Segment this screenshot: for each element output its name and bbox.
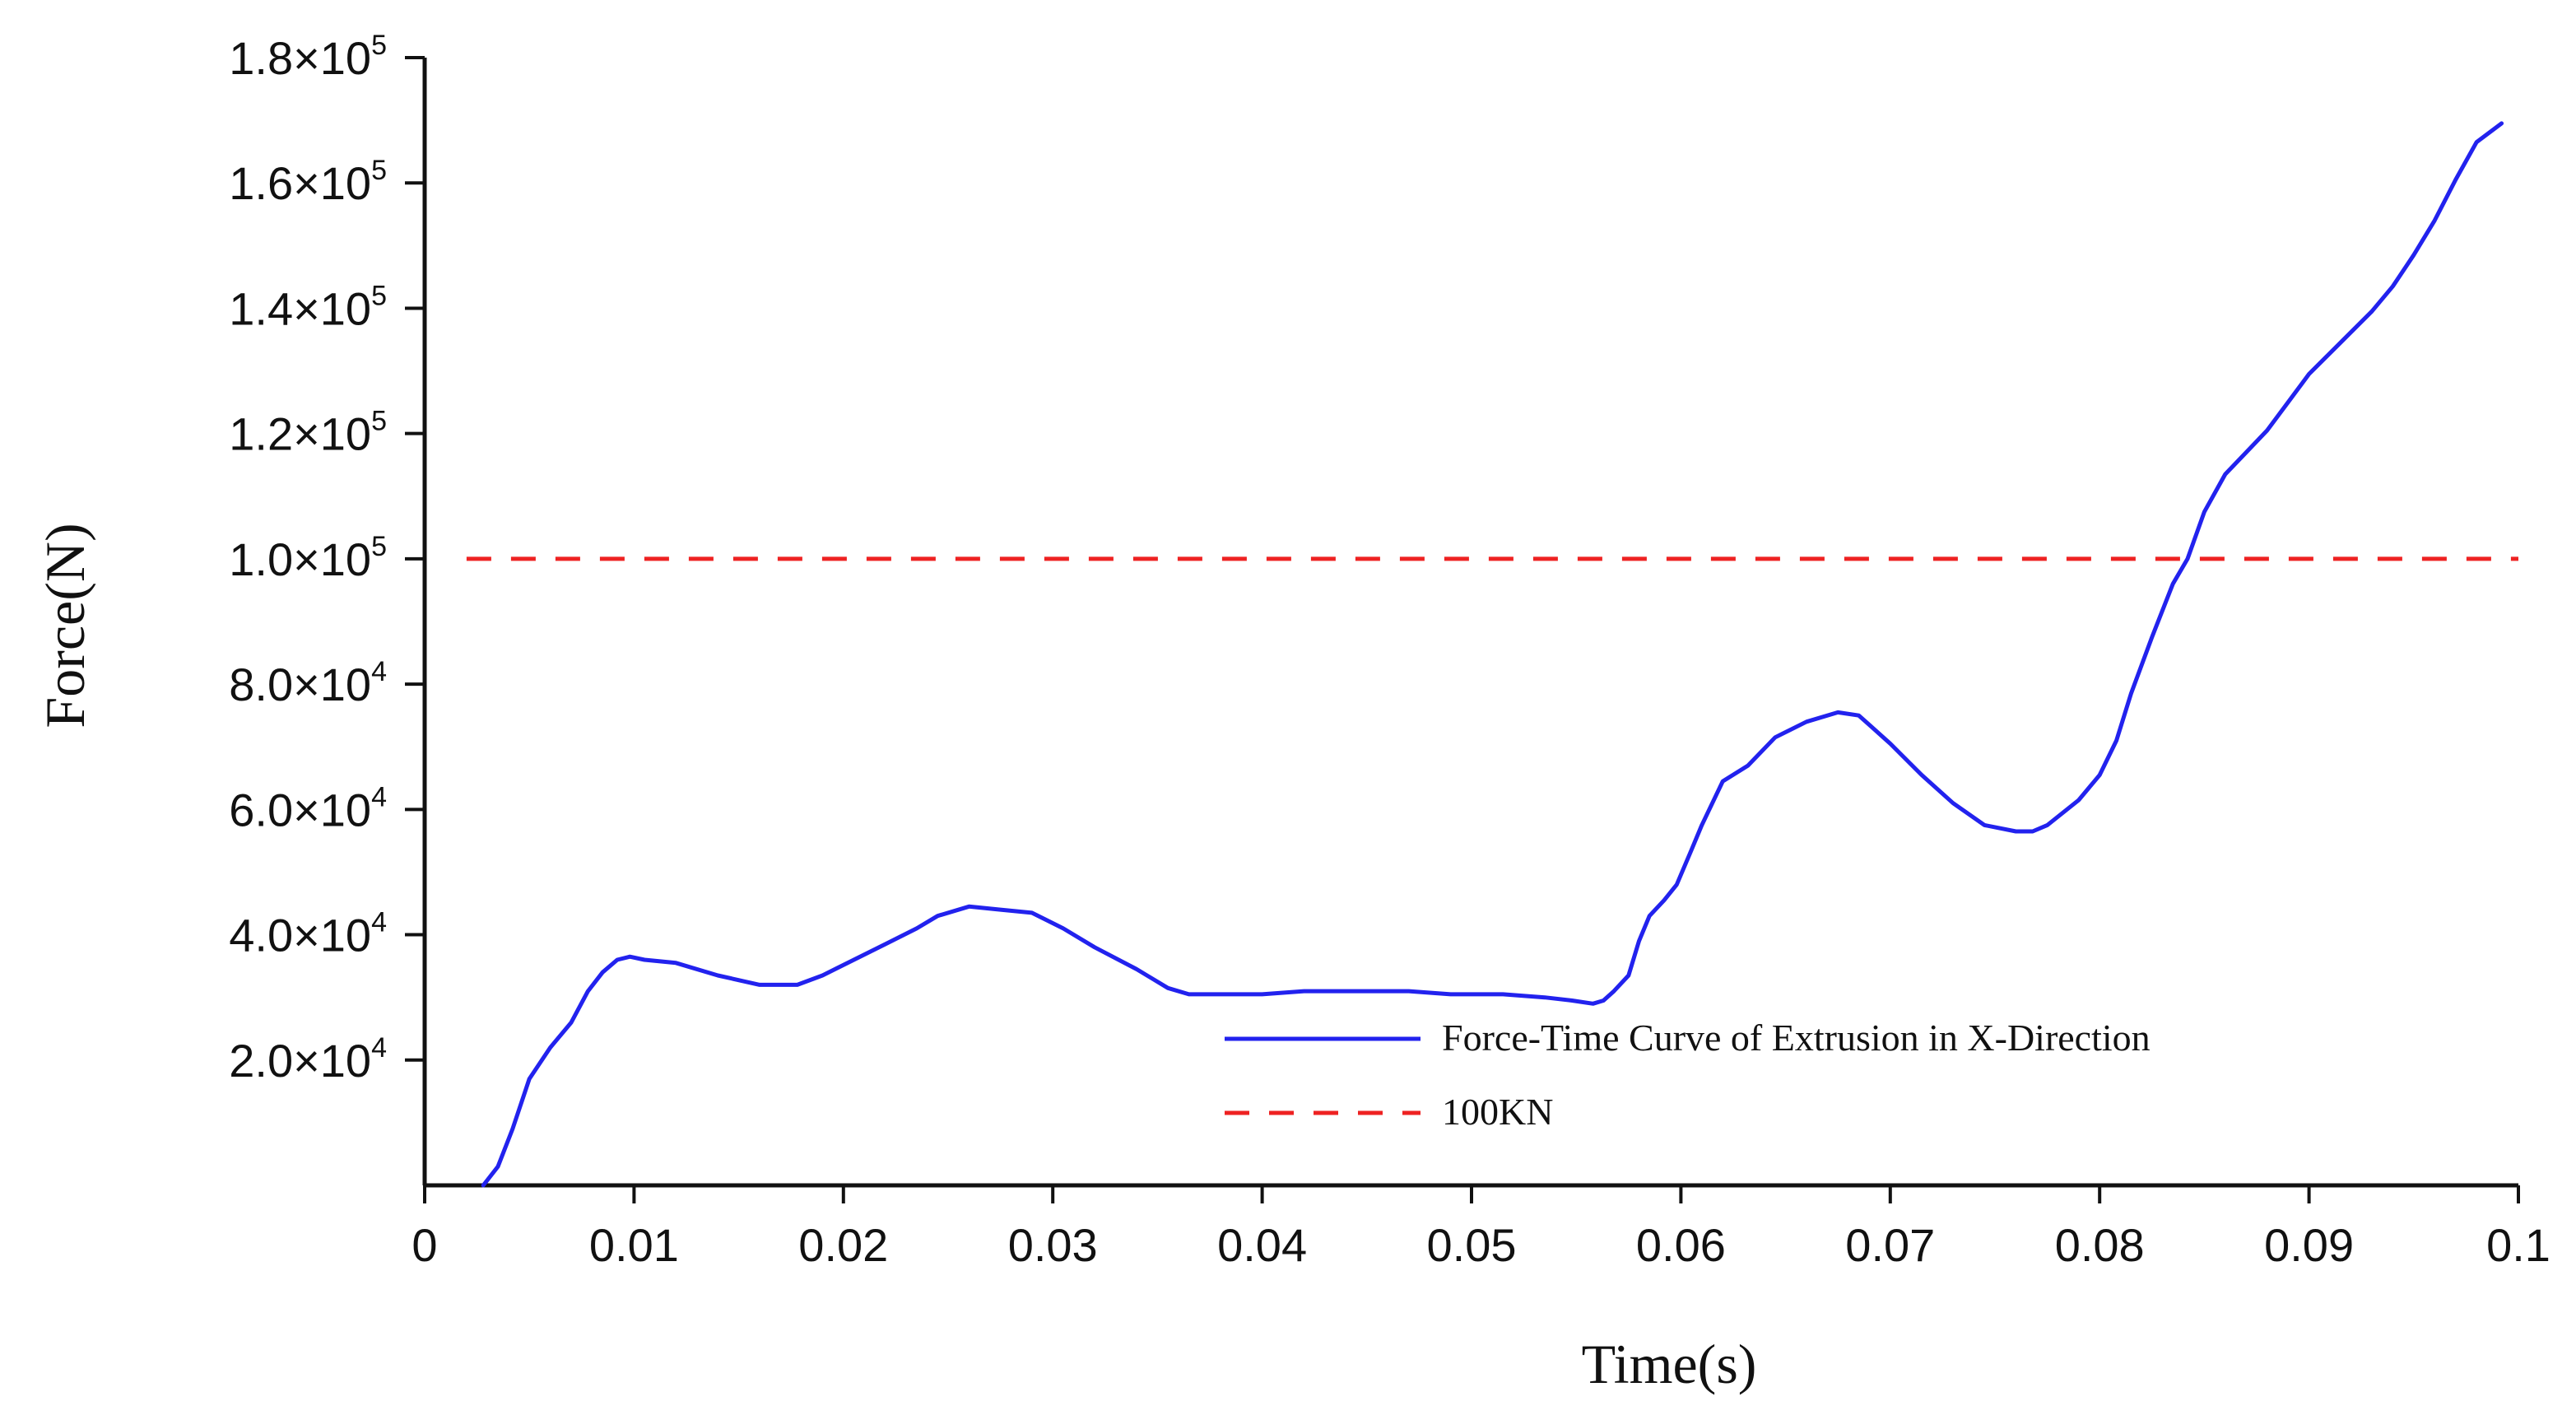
y-tick-label: 1.6×105 (229, 155, 387, 209)
x-tick-label: 0.02 (798, 1219, 888, 1271)
series-layer (466, 121, 2518, 1188)
legend-label-100kn: 100KN (1442, 1091, 1553, 1133)
x-tick-label: 0.07 (1845, 1219, 1935, 1271)
x-tick-label: 0 (412, 1219, 437, 1271)
y-axis-ticks: 2.0×104 4.0×104 6.0×104 8.0×104 1.0×105 1.2×1… (229, 30, 425, 1087)
y-tick-label: 1.0×105 (229, 531, 387, 585)
y-tick-label: 4.0×104 (229, 907, 387, 961)
y-tick-label: 6.0×104 (229, 781, 387, 836)
y-tick-label: 1.4×105 (229, 280, 387, 334)
x-tick-label: 0.01 (589, 1219, 679, 1271)
y-tick-label: 8.0×104 (229, 656, 387, 710)
x-tick-label: 0.09 (2264, 1219, 2354, 1271)
y-axis-title: Force(N) (34, 523, 96, 728)
x-tick-label: 0.05 (1427, 1219, 1517, 1271)
series-force-curve-line (481, 121, 2504, 1188)
x-axis-ticks: 0 0.01 0.02 0.03 0.04 0.05 0.06 0.07 0.08 0.09 0.1 (412, 1185, 2550, 1271)
legend: Force-Time Curve of Extrusion in X-Direc… (1225, 1017, 2151, 1133)
y-tick-label: 2.0×104 (229, 1032, 387, 1087)
x-tick-label: 0.03 (1008, 1219, 1098, 1271)
x-tick-label: 0.06 (1636, 1219, 1726, 1271)
legend-label-force-curve: Force-Time Curve of Extrusion in X-Direc… (1442, 1017, 2151, 1059)
x-tick-label: 0.08 (2055, 1219, 2145, 1271)
y-tick-label: 1.2×105 (229, 406, 387, 460)
x-tick-label: 0.04 (1217, 1219, 1307, 1271)
x-tick-label: 0.1 (2486, 1219, 2550, 1271)
x-axis-title: Time(s) (1582, 1333, 1757, 1395)
y-tick-label: 1.8×105 (229, 30, 387, 84)
